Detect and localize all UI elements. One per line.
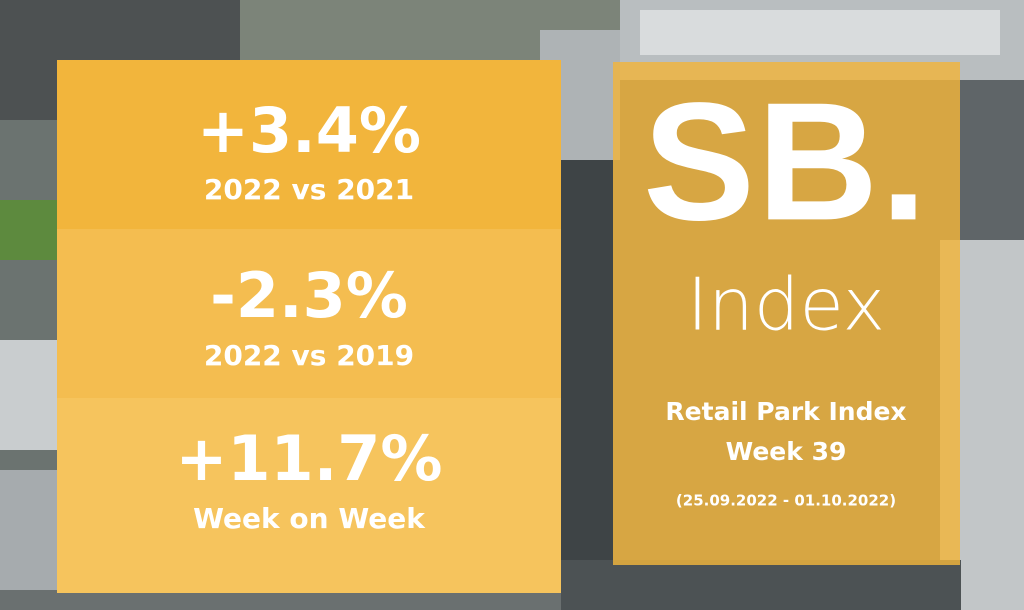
- panel-dates: (25.09.2022 - 01.10.2022): [676, 492, 896, 510]
- panel-title: Retail Park Index: [665, 397, 906, 426]
- stat-label: Week on Week: [193, 502, 426, 535]
- stat-label: 2022 vs 2021: [204, 173, 414, 206]
- stat-value: -2.3%: [210, 259, 408, 332]
- stat-panel: [57, 60, 561, 229]
- stat-panel: [57, 229, 561, 398]
- stat-panel: [57, 398, 561, 593]
- logo-subtitle: Index: [687, 263, 885, 347]
- stat-value: +11.7%: [175, 422, 442, 495]
- stat-value: +3.4%: [197, 94, 421, 167]
- brand-panel: [613, 62, 960, 565]
- logo: SB.: [643, 67, 929, 255]
- stat-label: 2022 vs 2019: [204, 339, 414, 372]
- panel-week: Week 39: [726, 437, 847, 466]
